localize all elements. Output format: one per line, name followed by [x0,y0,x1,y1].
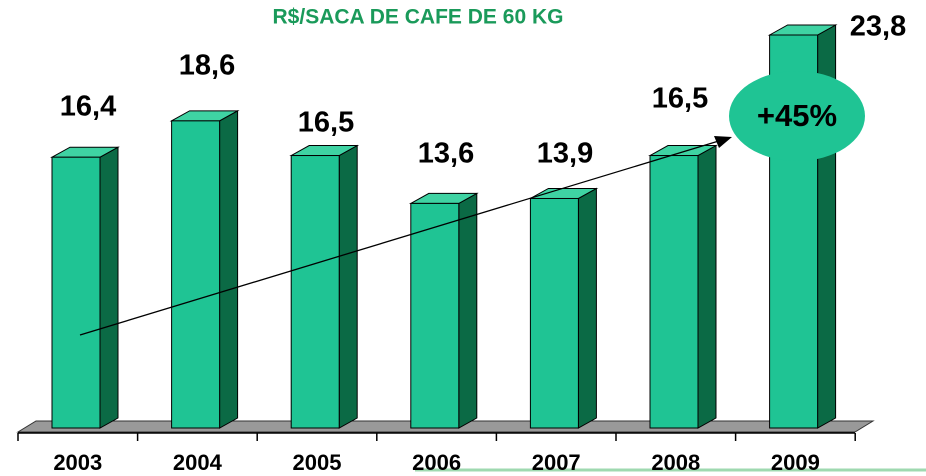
bar [410,202,460,429]
bar-side [219,110,239,429]
x-tick-label: 2004 [173,450,223,475]
x-tick-label: 2008 [651,450,700,475]
bar [529,197,579,429]
annotation: +45% [757,98,837,133]
x-tick-label: 2007 [532,450,581,475]
x-tick-label: 2005 [293,450,342,475]
arrow-head [714,136,732,148]
bar [649,155,699,429]
value-label: 16,5 [652,83,708,115]
value-label: 23,8 [850,11,906,43]
chart-title: R$/SACA DE CAFE DE 60 KG [273,6,564,29]
value-label: 16,5 [298,107,354,139]
bar-side [99,146,119,429]
bar [290,155,340,429]
bar [171,120,221,429]
annotation-bubble [729,71,865,161]
value-label: 18,6 [179,50,235,82]
x-tick-label: 2006 [412,450,461,475]
bar-side [577,187,597,429]
value-label: 13,9 [537,138,593,170]
bar [51,156,101,429]
x-tick-label: 2009 [771,450,820,475]
value-label: 16,4 [60,91,116,123]
x-tick-label: 2003 [53,450,102,475]
value-label: 13,6 [418,138,474,170]
bar-side [458,192,478,429]
bar-side [697,144,717,429]
trend-arrow [79,139,723,336]
bar-side [338,144,358,429]
